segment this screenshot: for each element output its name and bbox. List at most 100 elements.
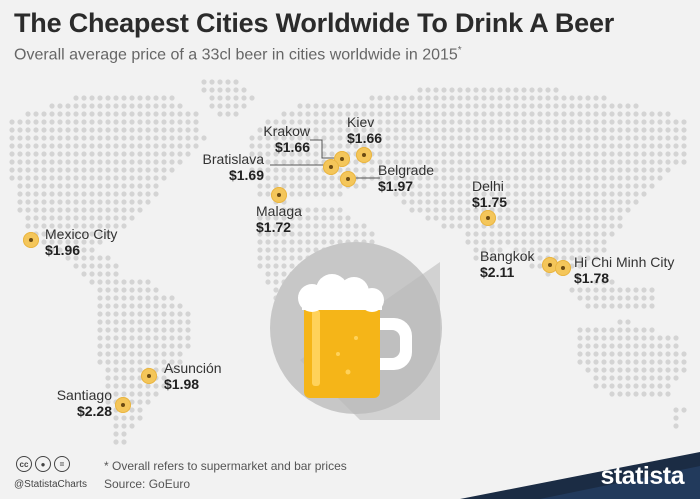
map-dot (369, 167, 375, 173)
map-dot (585, 167, 591, 173)
cc-icon[interactable]: cc (16, 456, 32, 472)
map-dot (425, 159, 431, 165)
brand-band (460, 452, 700, 499)
map-dot (601, 287, 607, 293)
map-dot (505, 119, 511, 125)
map-dot (65, 111, 71, 117)
map-dot (609, 383, 615, 389)
map-dot (537, 103, 543, 109)
map-dot (337, 111, 343, 117)
map-dot (609, 111, 615, 117)
map-dot (369, 143, 375, 149)
map-dot (505, 95, 511, 101)
map-dot (289, 231, 295, 237)
map-dot (393, 135, 399, 141)
map-dot (129, 375, 135, 381)
map-dot (345, 135, 351, 141)
map-dot (265, 127, 271, 133)
map-dot (441, 135, 447, 141)
map-dot (641, 127, 647, 133)
map-dot (169, 119, 175, 125)
map-dot (457, 135, 463, 141)
map-dot (161, 319, 167, 325)
map-dot (73, 183, 79, 189)
map-dot (113, 103, 119, 109)
map-dot (121, 135, 127, 141)
map-dot (585, 191, 591, 197)
map-dot (513, 199, 519, 205)
map-dot (121, 119, 127, 125)
map-dot (569, 119, 575, 125)
map-dot (65, 199, 71, 205)
map-dot (521, 103, 527, 109)
map-dot (625, 175, 631, 181)
map-dot (113, 383, 119, 389)
map-dot (537, 151, 543, 157)
map-dot (25, 127, 31, 133)
map-dot (465, 87, 471, 93)
map-dot (609, 159, 615, 165)
map-dot (481, 127, 487, 133)
map-dot (65, 175, 71, 181)
map-dot (153, 335, 159, 341)
map-dot (297, 143, 303, 149)
map-dot (505, 167, 511, 173)
equals-icon[interactable]: = (54, 456, 70, 472)
map-dot (529, 255, 535, 261)
map-dot (129, 159, 135, 165)
map-dot (185, 151, 191, 157)
map-dot (505, 223, 511, 229)
map-dot (617, 127, 623, 133)
map-dot (497, 215, 503, 221)
map-dot (561, 247, 567, 253)
map-dot (585, 239, 591, 245)
map-dot (145, 351, 151, 357)
map-dot (97, 159, 103, 165)
map-dot (89, 191, 95, 197)
map-dot (17, 207, 23, 213)
map-dot (57, 151, 63, 157)
social-handle[interactable]: @StatistaCharts (14, 479, 87, 490)
map-dot (681, 151, 687, 157)
map-dot (625, 127, 631, 133)
map-dot (81, 111, 87, 117)
map-dot (49, 119, 55, 125)
map-dot (113, 431, 119, 437)
attribution-icon[interactable]: ● (35, 456, 51, 472)
statista-logo[interactable]: statista (600, 462, 684, 490)
map-dot (137, 199, 143, 205)
map-dot (401, 111, 407, 117)
map-dot (593, 111, 599, 117)
map-dot (113, 151, 119, 157)
map-dot (425, 95, 431, 101)
map-dot (609, 295, 615, 301)
map-dot (449, 223, 455, 229)
map-dot (449, 175, 455, 181)
map-dot (289, 127, 295, 133)
map-dot (529, 103, 535, 109)
map-dot (57, 127, 63, 133)
map-dot (433, 151, 439, 157)
map-dot (289, 175, 295, 181)
map-dot (601, 183, 607, 189)
map-dot (305, 175, 311, 181)
map-dot (513, 191, 519, 197)
map-dot (241, 95, 247, 101)
map-dot (521, 183, 527, 189)
map-dot (241, 103, 247, 109)
map-dot (401, 127, 407, 133)
map-dot (49, 159, 55, 165)
map-dot (585, 143, 591, 149)
map-dot (321, 215, 327, 221)
city-price: $1.69 (228, 167, 264, 183)
map-dot (657, 159, 663, 165)
map-dot (153, 191, 159, 197)
map-dot (681, 367, 687, 373)
map-dot (233, 103, 239, 109)
map-dot (73, 167, 79, 173)
map-dot (137, 143, 143, 149)
map-dot (105, 343, 111, 349)
map-dot (361, 127, 367, 133)
map-dot (89, 151, 95, 157)
map-dot (593, 295, 599, 301)
